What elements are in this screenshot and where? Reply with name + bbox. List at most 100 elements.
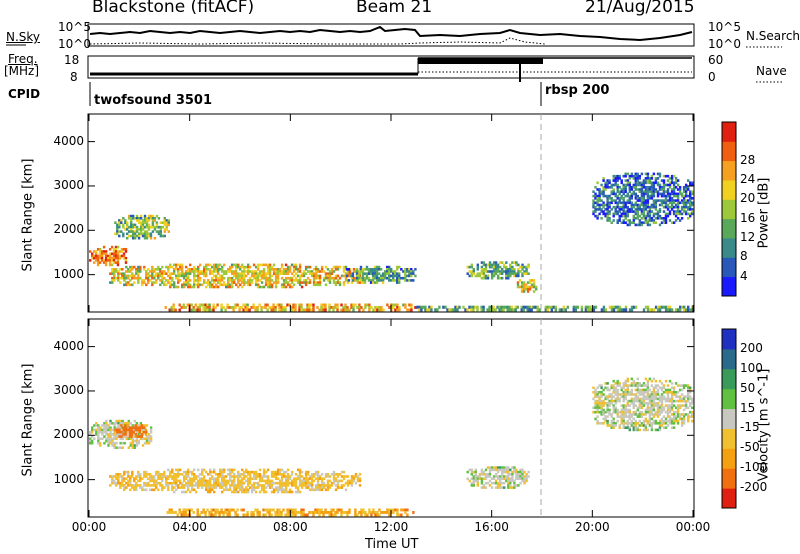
velocity-colorbar-tick: -100 <box>740 460 768 475</box>
scatter-cell <box>326 268 330 271</box>
scatter-cell <box>386 265 389 269</box>
scatter-cell <box>187 285 190 289</box>
scatter-cell <box>646 384 650 387</box>
scatter-cell <box>624 188 627 191</box>
scatter-cell <box>630 205 633 209</box>
scatter-cell <box>209 268 212 271</box>
scatter-cell <box>396 308 399 312</box>
scatter-cell <box>634 422 637 425</box>
scatter-cell <box>652 395 656 398</box>
scatter-cell <box>632 393 635 396</box>
scatter-cell <box>250 484 254 487</box>
scatter-cell <box>104 256 108 260</box>
scatter-cell <box>642 179 646 182</box>
scatter-cell <box>646 305 650 309</box>
scatter-cell <box>594 194 597 198</box>
scatter-cell <box>314 268 318 271</box>
scatter-cell <box>644 417 648 421</box>
scatter-cell <box>674 212 678 216</box>
scatter-cell <box>294 268 298 271</box>
scatter-cell <box>127 481 130 485</box>
scatter-cell <box>137 270 140 273</box>
scatter-cell <box>149 435 153 438</box>
scatter-cell <box>662 174 666 178</box>
scatter-cell <box>196 513 199 517</box>
scatter-cell <box>618 192 621 196</box>
scatter-cell <box>626 223 629 227</box>
scatter-cell <box>610 393 613 396</box>
scatter-cell <box>114 428 117 432</box>
scatter-cell <box>408 274 411 278</box>
scatter-cell <box>594 197 597 200</box>
scatter-cell <box>616 413 619 416</box>
scatter-cell <box>314 486 318 489</box>
scatter-cell <box>636 399 639 403</box>
scatter-cell <box>260 479 264 483</box>
scatter-cell <box>149 488 152 492</box>
scatter-cell <box>131 265 134 269</box>
scatter-cell <box>111 444 114 447</box>
scatter-cell <box>282 490 286 494</box>
scatter-cell <box>262 490 266 494</box>
scatter-cell <box>314 283 318 287</box>
scatter-cell <box>300 484 304 487</box>
scatter-cell <box>118 234 121 238</box>
scatter-cell <box>509 270 512 273</box>
scatter-cell <box>282 270 286 273</box>
scatter-cell <box>638 388 641 392</box>
y-tick-label: 2000 <box>53 427 84 442</box>
scatter-cell <box>122 232 125 236</box>
scatter-cell <box>450 308 453 312</box>
scatter-cell <box>628 183 631 187</box>
scatter-cell <box>654 181 658 185</box>
scatter-cell <box>528 281 532 284</box>
scatter-cell <box>215 263 218 267</box>
scatter-cell <box>650 197 654 200</box>
scatter-cell <box>306 479 310 483</box>
scatter-cell <box>272 303 275 307</box>
scatter-cell <box>280 283 284 287</box>
scatter-cell <box>372 308 375 312</box>
scatter-cell <box>685 308 688 312</box>
scatter-cell <box>666 404 670 407</box>
scatter-cell <box>614 402 617 405</box>
scatter-cell <box>272 308 275 312</box>
scatter-cell <box>133 439 137 443</box>
scatter-cell <box>488 261 492 264</box>
scatter-cell <box>312 272 316 275</box>
scatter-cell <box>286 508 289 512</box>
scatter-cell <box>151 268 154 271</box>
scatter-cell <box>606 181 609 185</box>
scatter-cell <box>608 210 611 213</box>
scatter-cell <box>517 263 520 267</box>
scatter-cell <box>209 490 212 494</box>
scatter-cell <box>134 426 137 429</box>
scatter-cell <box>672 417 676 421</box>
scatter-cell <box>642 205 646 209</box>
scatter-cell <box>197 486 200 489</box>
scatter-cell <box>304 486 308 489</box>
scatter-cell <box>668 388 672 392</box>
scatter-cell <box>652 172 656 176</box>
scatter-cell <box>173 479 176 483</box>
scatter-cell <box>472 305 475 309</box>
scatter-cell <box>213 470 216 474</box>
scatter-cell <box>215 484 218 487</box>
scatter-cell <box>682 419 686 423</box>
scatter-cell <box>239 268 242 271</box>
scatter-cell <box>139 276 142 280</box>
scatter-cell <box>151 225 155 229</box>
scatter-cell <box>243 477 246 480</box>
scatter-cell <box>218 511 221 514</box>
scatter-cell <box>684 212 688 216</box>
scatter-cell <box>598 205 601 209</box>
scatter-cell <box>109 433 112 436</box>
scatter-cell <box>404 306 407 309</box>
scatter-cell <box>666 384 670 387</box>
scatter-cell <box>134 435 137 438</box>
scatter-cell <box>670 402 674 405</box>
scatter-cell <box>286 490 290 494</box>
scatter-cell <box>664 404 668 407</box>
scatter-cell <box>328 479 332 483</box>
scatter-cell <box>252 473 256 476</box>
